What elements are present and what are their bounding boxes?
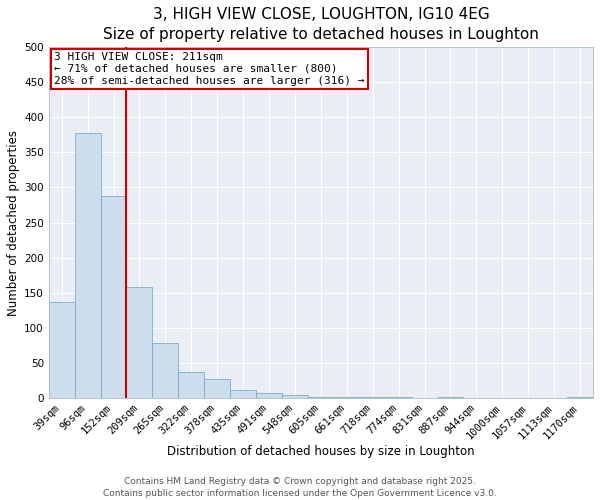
Title: 3, HIGH VIEW CLOSE, LOUGHTON, IG10 4EG
Size of property relative to detached hou: 3, HIGH VIEW CLOSE, LOUGHTON, IG10 4EG S… xyxy=(103,7,539,42)
Y-axis label: Number of detached properties: Number of detached properties xyxy=(7,130,20,316)
Bar xyxy=(127,287,152,398)
Bar xyxy=(152,344,178,398)
Bar xyxy=(49,302,74,398)
Bar xyxy=(101,196,127,398)
Bar xyxy=(74,132,101,398)
Bar xyxy=(282,394,308,398)
Bar xyxy=(334,396,360,398)
Text: Contains HM Land Registry data © Crown copyright and database right 2025.
Contai: Contains HM Land Registry data © Crown c… xyxy=(103,476,497,498)
Bar xyxy=(204,379,230,398)
Text: 3 HIGH VIEW CLOSE: 211sqm
← 71% of detached houses are smaller (800)
28% of semi: 3 HIGH VIEW CLOSE: 211sqm ← 71% of detac… xyxy=(54,52,365,86)
Bar xyxy=(230,390,256,398)
Bar xyxy=(308,396,334,398)
Bar xyxy=(178,372,204,398)
Bar xyxy=(256,393,282,398)
X-axis label: Distribution of detached houses by size in Loughton: Distribution of detached houses by size … xyxy=(167,445,475,458)
